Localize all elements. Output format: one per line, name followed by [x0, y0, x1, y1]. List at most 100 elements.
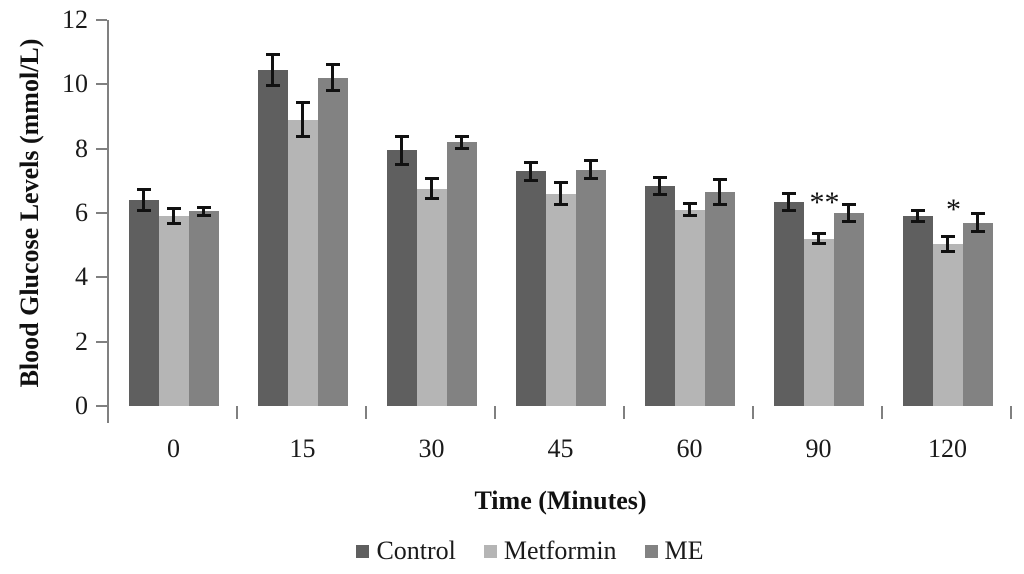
bar-control-15	[257, 69, 288, 406]
error-bar-cap-bottom	[712, 202, 727, 206]
significance-marker: *	[946, 192, 961, 226]
x-tick-label: 90	[805, 434, 832, 463]
legend-item-metformin: Metformin	[483, 536, 617, 566]
error-bar-cap-top	[583, 158, 598, 162]
y-axis-line	[107, 20, 109, 423]
error-bar-cap-bottom	[841, 220, 856, 223]
bar-me-0	[188, 211, 219, 406]
y-axis-tick	[96, 405, 107, 407]
error-bar	[271, 53, 274, 86]
error-bar-cap-bottom	[523, 178, 538, 182]
error-bar-cap-bottom	[652, 192, 667, 196]
error-bar	[430, 178, 433, 200]
y-axis-tick	[96, 340, 107, 343]
x-axis-tick	[107, 406, 109, 419]
error-bar-cap-bottom	[295, 135, 310, 139]
error-bar-cap-bottom	[682, 214, 697, 218]
x-axis-tick	[752, 406, 754, 419]
y-tick-label: 8	[75, 133, 88, 163]
bar-metformin-0	[158, 216, 189, 406]
bar-control-60	[644, 185, 675, 406]
error-bar-cap-bottom	[265, 83, 280, 87]
y-tick-label: 0	[75, 391, 88, 420]
error-bar-cap-top	[682, 202, 697, 206]
x-axis-tick	[236, 406, 238, 419]
error-bar	[847, 203, 850, 222]
legend-label: Metformin	[503, 536, 617, 565]
bar-me-15	[317, 77, 348, 406]
y-tick-label: 12	[62, 5, 88, 34]
error-bar-cap-top	[910, 209, 925, 213]
legend-label: ME	[664, 536, 704, 565]
error-bar	[817, 233, 820, 245]
error-bar-cap-top	[454, 134, 469, 138]
error-bar	[331, 64, 334, 92]
error-bar	[916, 210, 919, 222]
error-bar-cap-top	[295, 101, 310, 105]
error-bar-cap-bottom	[583, 177, 598, 181]
x-tick-label: 0	[167, 434, 180, 463]
plot-area: 0 2 4 6 8 10 12 0 15 30 45 60 90 120 ** *	[62, 5, 1012, 463]
bar-control-45	[515, 171, 546, 406]
error-bar	[172, 208, 175, 225]
error-bar	[946, 235, 949, 252]
error-bar-cap-top	[781, 191, 796, 195]
y-axis-tick	[96, 19, 107, 21]
error-bar-cap-bottom	[811, 242, 826, 246]
error-bar-cap-bottom	[781, 208, 796, 212]
legend-item-control: Control	[356, 536, 456, 566]
error-bar	[400, 135, 403, 165]
error-bar-cap-bottom	[553, 202, 568, 206]
error-bar-cap-top	[325, 63, 340, 67]
error-bar-cap-bottom	[454, 146, 469, 150]
significance-marker: **	[809, 186, 840, 220]
error-bar	[976, 213, 979, 233]
bar-me-120	[962, 222, 993, 406]
x-tick-label: 120	[928, 434, 967, 463]
error-bar	[688, 203, 691, 217]
bar-metformin-120	[932, 243, 963, 406]
legend-swatch-icon	[356, 544, 370, 558]
y-axis-tick	[96, 147, 107, 150]
y-tick-label: 4	[75, 262, 88, 292]
error-bar	[202, 206, 205, 217]
error-bar-cap-bottom	[970, 230, 985, 234]
bar-metformin-30	[416, 188, 447, 406]
error-bar	[718, 179, 721, 205]
bar-metformin-15	[287, 119, 318, 406]
legend-swatch-icon	[644, 544, 658, 558]
error-bar-cap-top	[712, 178, 727, 182]
error-bar-cap-top	[523, 160, 538, 164]
error-bar-cap-top	[940, 234, 955, 238]
x-axis-title: Time (Minutes)	[474, 486, 647, 515]
legend-item-me: ME	[644, 536, 704, 566]
x-axis-tick	[881, 406, 883, 419]
x-tick-label: 30	[418, 434, 445, 463]
error-bar	[658, 176, 661, 195]
x-tick-label: 15	[289, 434, 316, 463]
error-bar	[460, 135, 463, 149]
legend-swatch-icon	[483, 544, 497, 558]
error-bar-cap-bottom	[394, 162, 409, 166]
x-axis-tick	[1010, 406, 1012, 419]
error-bar-cap-top	[424, 177, 439, 181]
error-bar-cap-bottom	[196, 214, 211, 218]
error-bar-cap-top	[841, 202, 856, 206]
bar-me-60	[704, 192, 735, 406]
legend: Control Metformin ME	[18, 536, 1024, 566]
y-axis-tick	[96, 83, 107, 86]
error-bar	[142, 188, 145, 212]
x-axis-tick	[365, 406, 367, 419]
x-tick-label: 60	[676, 434, 703, 463]
x-axis-tick	[494, 406, 496, 419]
error-bar-cap-top	[136, 187, 151, 191]
bar-metformin-60	[674, 209, 705, 406]
bar-me-45	[575, 169, 606, 406]
x-tick-label: 45	[547, 434, 574, 463]
error-bar-cap-top	[652, 175, 667, 179]
error-bar-cap-bottom	[424, 197, 439, 201]
y-axis-tick	[96, 212, 107, 214]
error-bar	[559, 182, 562, 205]
bar-control-30	[386, 150, 417, 406]
